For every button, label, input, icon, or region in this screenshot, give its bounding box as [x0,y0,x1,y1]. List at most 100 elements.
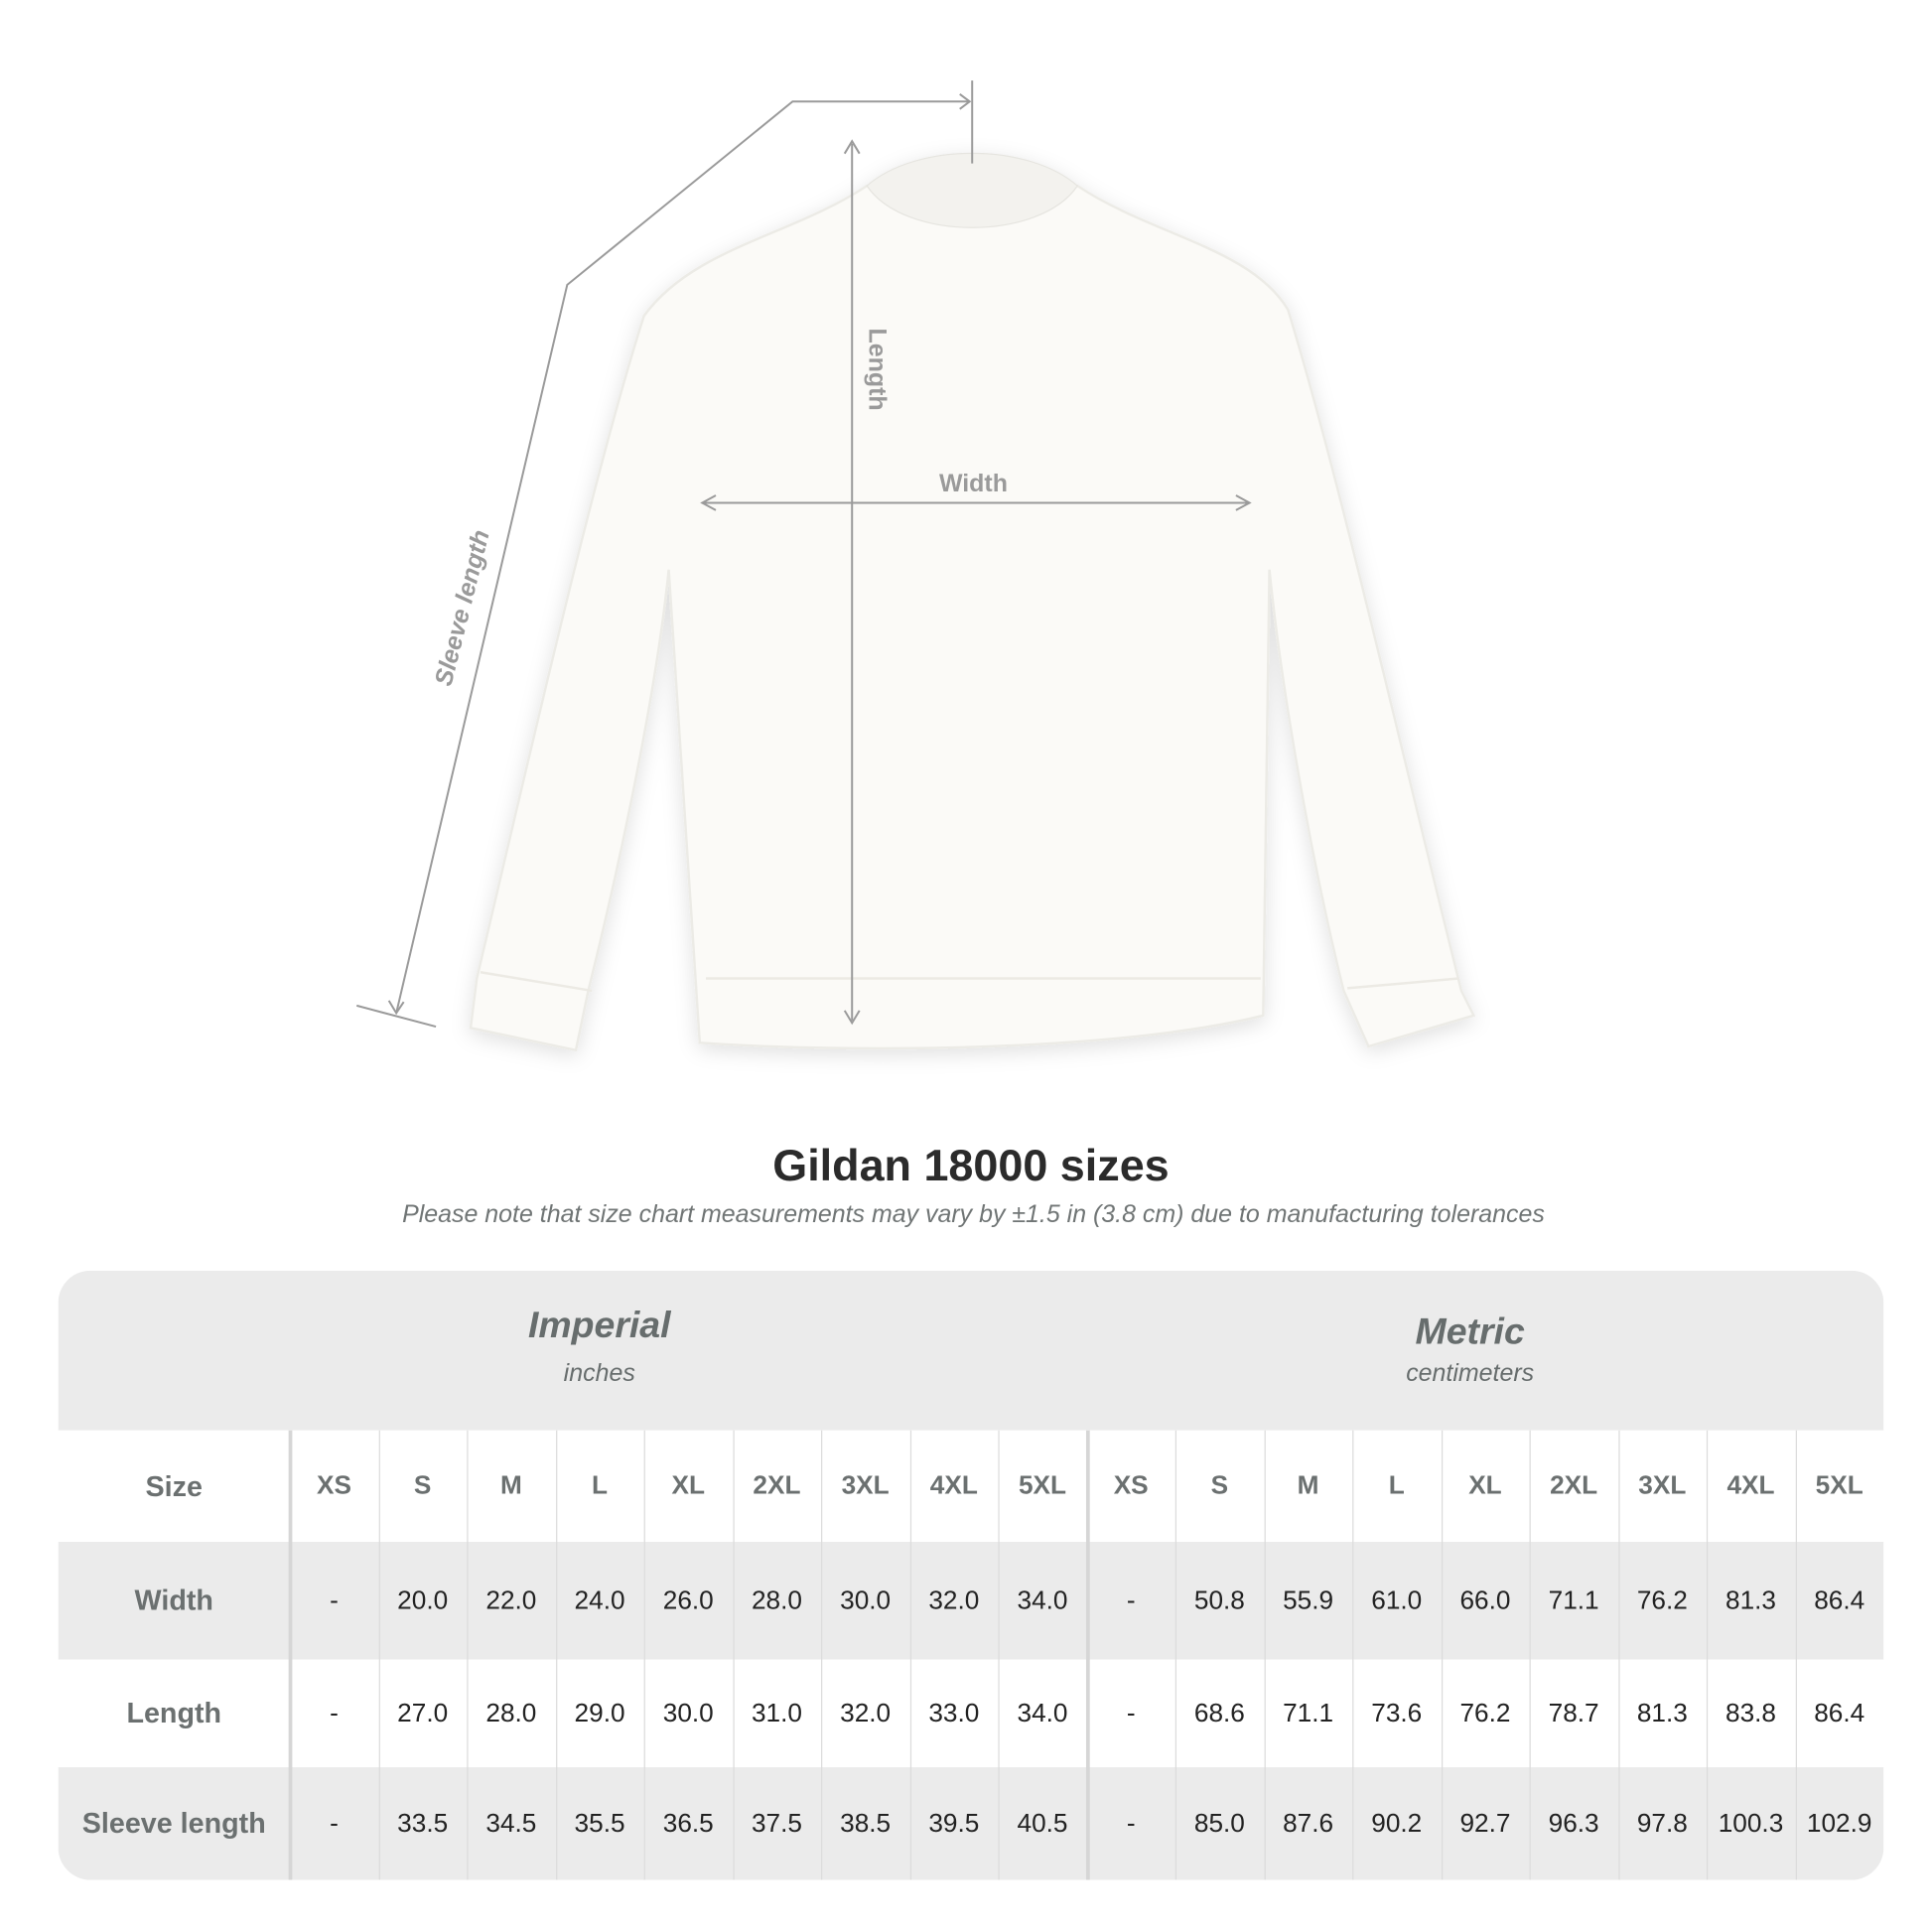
value-cell: 31.0 [751,1698,802,1727]
row-label: Size [145,1469,203,1502]
column-divider [555,1430,557,1880]
size-table: Imperial inches Metric centimeters Size X… [58,1270,1884,1880]
value-cell: 96.3 [1548,1808,1599,1838]
column-divider [467,1430,469,1880]
size-header-cell: XS [317,1470,351,1500]
value-cell: 32.0 [928,1586,980,1614]
imperial-unit: inches [563,1359,635,1388]
table-row: Sleeve length - 33.5 34.5 35.5 36.5 37.5 38.5 39… [58,1767,1884,1880]
column-divider [288,1430,293,1880]
column-divider [1263,1430,1266,1880]
column-divider [643,1430,645,1880]
column-divider [821,1430,823,1880]
table-row: Width - 20.0 22.0 24.0 26.0 28.0 30.0 32.0 34.0 - 5… [58,1542,1884,1660]
value-cell: 100.3 [1718,1808,1784,1838]
value-cell: - [1126,1808,1136,1838]
size-header-cell: XS [1113,1470,1149,1500]
value-cell: 40.5 [1017,1808,1068,1838]
sleeve-length-label: Sleeve length [430,527,495,689]
value-cell: 81.3 [1636,1698,1688,1727]
sweatshirt-diagram: Length Width Sleeve length [355,80,1476,1052]
metric-header: Metric centimeters [1161,1311,1780,1388]
value-cell: 76.2 [1459,1698,1511,1727]
size-header-cell: 3XL [841,1470,890,1500]
size-header-cell: S [1210,1470,1229,1500]
column-divider [1617,1430,1619,1880]
size-header-cell: XL [671,1470,705,1500]
value-cell: 36.5 [662,1808,714,1838]
page-title: Gildan 18000 sizes [772,1139,1170,1190]
value-cell: 86.4 [1814,1698,1865,1727]
size-header-row: Size XS S M L XL 2XL 3XL 4XL 5XL XS S M L XL 2XL 3XL 4XL 5… [58,1430,1884,1543]
value-cell: 33.0 [928,1698,980,1727]
imperial-title: Imperial [527,1305,671,1346]
value-cell: 50.8 [1193,1586,1245,1614]
value-cell: 33.5 [397,1808,449,1838]
metric-title: Metric [1415,1311,1525,1353]
column-divider [1795,1430,1797,1880]
column-divider [378,1430,380,1880]
column-divider [1174,1430,1177,1880]
value-cell: 26.0 [662,1586,714,1614]
size-header-cell: S [413,1470,432,1500]
length-label: Length [864,329,892,411]
row-label: Length [126,1696,222,1729]
value-cell: 92.7 [1459,1808,1511,1838]
imperial-header: Imperial inches [290,1306,909,1389]
value-cell: 27.0 [397,1698,449,1727]
value-cell: 78.7 [1548,1698,1599,1727]
value-cell: 38.5 [840,1808,892,1838]
value-cell: 66.0 [1459,1586,1511,1614]
value-cell: 20.0 [397,1586,449,1614]
value-cell: 85.0 [1193,1808,1245,1838]
value-cell: - [330,1698,339,1727]
value-cell: 28.0 [485,1698,537,1727]
column-divider [732,1430,735,1880]
size-header-cell: 4XL [1726,1470,1775,1500]
value-cell: - [330,1808,339,1838]
value-cell: 61.0 [1371,1586,1423,1614]
value-cell: - [1126,1698,1136,1727]
value-cell: 76.2 [1636,1586,1688,1614]
value-cell: 71.1 [1548,1586,1599,1614]
column-divider [1085,1430,1090,1880]
value-cell: 83.8 [1725,1698,1777,1727]
value-cell: - [1126,1586,1136,1614]
table-row: Length - 27.0 28.0 29.0 30.0 31.0 32.0 33.0 34.0 -… [58,1659,1884,1768]
value-cell: 73.6 [1371,1698,1423,1727]
value-cell: 22.0 [485,1586,537,1614]
column-divider [1529,1430,1531,1880]
size-header-cell: M [499,1470,522,1500]
value-cell: 68.6 [1193,1698,1245,1727]
size-header-cell: M [1297,1470,1319,1500]
value-cell: 30.0 [840,1586,892,1614]
size-header-cell: XL [1468,1470,1502,1500]
size-header-cell: L [1388,1470,1405,1500]
value-cell: 32.0 [840,1698,892,1727]
sweatshirt-image [469,152,1476,1052]
value-cell: 71.1 [1283,1698,1334,1727]
metric-unit: centimeters [1406,1359,1535,1388]
value-cell: 30.0 [662,1698,714,1727]
column-divider [1706,1430,1709,1880]
value-cell: 90.2 [1371,1808,1423,1838]
header-band [58,1270,1884,1431]
sleeve-length-line [395,100,970,1014]
size-header-cell: 3XL [1638,1470,1687,1500]
value-cell: 34.5 [485,1808,537,1838]
size-header-cell: 2XL [1550,1470,1598,1500]
tolerance-note: Please note that size chart measurements… [402,1200,1545,1229]
value-cell: 97.8 [1636,1808,1688,1838]
value-cell: 102.9 [1806,1808,1872,1838]
size-header-cell: 2XL [753,1470,801,1500]
value-cell: 39.5 [928,1808,980,1838]
value-cell: - [330,1586,339,1614]
column-divider [909,1430,911,1880]
column-divider [1441,1430,1443,1880]
size-header-cell: 4XL [929,1470,978,1500]
value-cell: 37.5 [751,1808,802,1838]
value-cell: 29.0 [574,1698,625,1727]
size-header-cell: 5XL [1018,1470,1067,1500]
column-divider [1352,1430,1354,1880]
value-cell: 35.5 [574,1808,625,1838]
